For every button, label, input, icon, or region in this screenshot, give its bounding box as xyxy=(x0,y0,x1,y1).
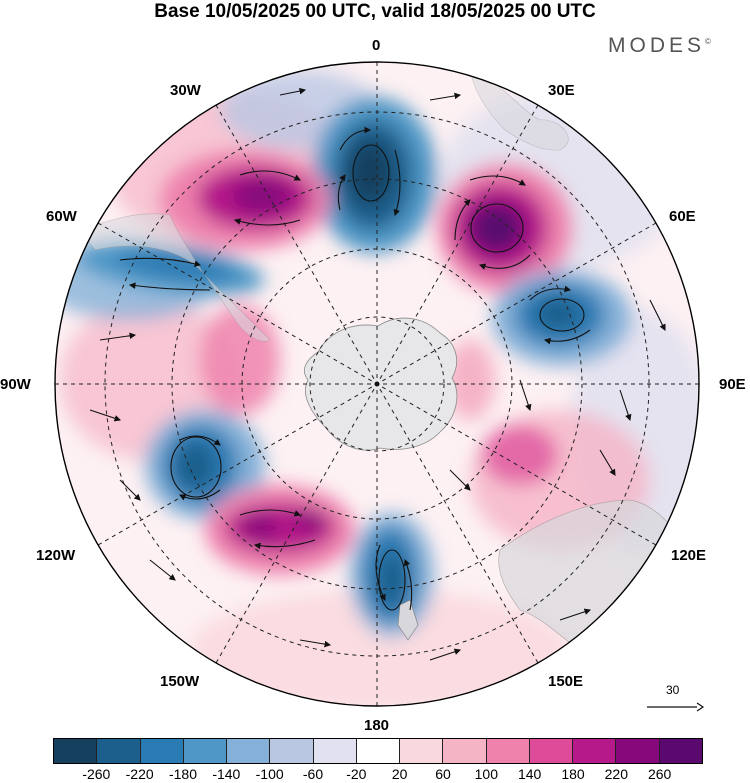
longitude-label-0: 0 xyxy=(372,37,381,54)
colorbar-swatch xyxy=(529,739,574,763)
wind-vectors xyxy=(89,87,666,661)
colorbar-tick-label: 20 xyxy=(391,766,408,782)
longitude-label-120w: 120W xyxy=(36,547,76,564)
colorbar-tick-label: 220 xyxy=(604,766,629,782)
reference-vector-value: 30 xyxy=(666,683,680,697)
colorbar-swatch xyxy=(270,739,314,763)
brand-mark: © xyxy=(705,37,711,46)
colorbar-swatch xyxy=(227,739,271,763)
colorbar-tick-label: -260 xyxy=(82,766,111,782)
brand-logo: MODES© xyxy=(608,34,711,58)
contours xyxy=(170,144,585,611)
antarctica-landmass xyxy=(304,317,458,451)
colorbar-swatch xyxy=(400,739,444,763)
reference-vector-arrow xyxy=(647,702,705,712)
longitude-label-90w: 90W xyxy=(0,376,31,393)
longitude-label-120e: 120E xyxy=(671,547,707,564)
colorbar-tick-label: 100 xyxy=(474,766,499,782)
colorbar-tick-label: 260 xyxy=(647,766,672,782)
colorbar-ticks: -260 -220 -180 -140 -100 -60 -20 20 60 100 140 180 2… xyxy=(53,766,703,783)
longitude-label-30w: 30W xyxy=(170,82,201,99)
new-zealand-landmass xyxy=(397,599,419,641)
map-boundary xyxy=(54,61,700,707)
brand-name: MODES xyxy=(608,34,706,57)
longitude-label-150e: 150E xyxy=(548,673,584,690)
south-pole-marker xyxy=(374,381,380,387)
colorbar-tick-label: -60 xyxy=(302,766,324,782)
colorbar-swatch xyxy=(54,739,98,763)
africa-landmass xyxy=(469,69,569,151)
colorbar-swatch xyxy=(356,739,401,763)
colorbar-tick-label: -180 xyxy=(168,766,198,782)
colorbar-tick-label: -220 xyxy=(125,766,154,782)
colorbar-swatch xyxy=(183,739,228,763)
colorbar-swatch xyxy=(659,739,702,763)
colorbar-tick-label: -100 xyxy=(255,766,284,782)
longitude-label-60e: 60E xyxy=(669,208,696,225)
colorbar-swatch xyxy=(616,739,660,763)
map-title: Base 10/05/2025 00 UTC, valid 18/05/2025… xyxy=(154,1,596,22)
longitude-label-150w: 150W xyxy=(160,673,200,690)
colorbar-tick-label: 140 xyxy=(517,766,542,782)
longitude-label-180: 180 xyxy=(364,717,390,734)
colorbar-swatch xyxy=(486,739,530,763)
longitude-label-30e: 30E xyxy=(548,82,575,99)
colorbar-swatch xyxy=(443,739,487,763)
colorbar-tick-label: -140 xyxy=(212,766,241,782)
colorbar-tick-label: 180 xyxy=(561,766,585,782)
longitude-label-90e: 90E xyxy=(719,376,746,393)
longitude-label-60w: 60W xyxy=(46,208,77,225)
colorbar-swatch xyxy=(140,739,184,763)
colorbar xyxy=(53,738,703,764)
colorbar-swatch xyxy=(313,739,357,763)
colorbar-tick-label: 60 xyxy=(435,766,451,782)
colorbar-tick-label: -20 xyxy=(346,766,367,782)
colorbar-swatch xyxy=(97,739,141,763)
south-america-landmass xyxy=(79,213,271,342)
colorbar-swatch xyxy=(573,739,617,763)
